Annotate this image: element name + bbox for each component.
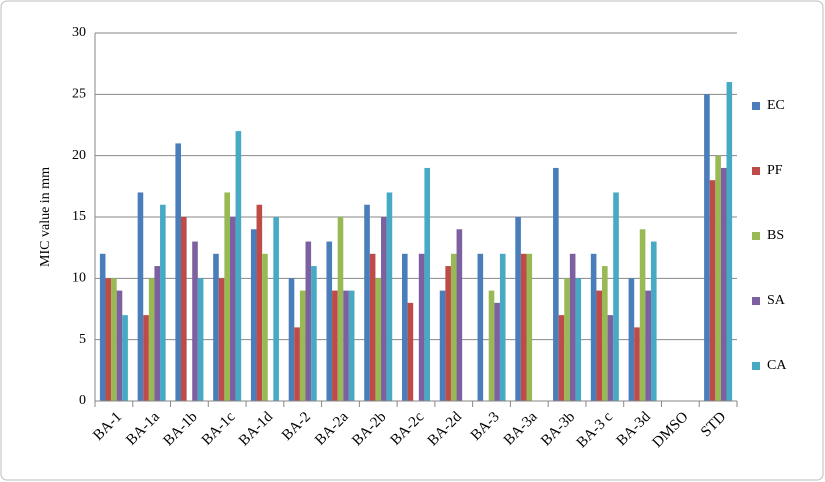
y-tick-label: 30 bbox=[72, 25, 86, 40]
bar bbox=[558, 315, 565, 401]
bar bbox=[192, 241, 198, 401]
y-tick-label: 0 bbox=[79, 393, 86, 408]
bar bbox=[375, 278, 382, 401]
legend-label: EC bbox=[767, 98, 785, 113]
bar bbox=[456, 229, 463, 401]
bar bbox=[499, 253, 506, 401]
bar bbox=[613, 192, 619, 401]
y-tick-label: 15 bbox=[72, 209, 86, 224]
bar bbox=[181, 217, 187, 401]
legend-label: PF bbox=[767, 163, 783, 178]
bar bbox=[720, 167, 727, 401]
legend-swatch bbox=[752, 297, 760, 305]
y-tick-label: 20 bbox=[72, 148, 86, 163]
y-tick-label: 10 bbox=[72, 271, 86, 286]
bar bbox=[709, 180, 716, 401]
bar bbox=[197, 278, 204, 401]
bar bbox=[311, 266, 317, 401]
y-tick-label: 5 bbox=[79, 332, 86, 347]
bar bbox=[650, 241, 657, 401]
bar bbox=[450, 253, 457, 401]
bar bbox=[439, 290, 446, 401]
bar bbox=[424, 167, 430, 401]
legend-label: CA bbox=[767, 358, 787, 373]
y-axis-label: MIC value in mm bbox=[38, 167, 53, 267]
bar bbox=[348, 290, 355, 401]
bar bbox=[111, 278, 117, 401]
bar bbox=[175, 143, 182, 401]
bar bbox=[602, 266, 608, 401]
bar bbox=[553, 167, 559, 401]
bar bbox=[250, 229, 257, 401]
bar bbox=[137, 192, 144, 401]
bar bbox=[488, 290, 495, 401]
bar bbox=[364, 204, 370, 401]
bar bbox=[224, 192, 230, 401]
bar bbox=[332, 290, 338, 401]
bar bbox=[520, 253, 527, 401]
bar bbox=[607, 315, 614, 401]
y-tick-label: 25 bbox=[72, 87, 86, 102]
bar bbox=[477, 253, 484, 401]
bar bbox=[154, 266, 161, 401]
bar bbox=[639, 229, 646, 401]
bar bbox=[569, 253, 576, 401]
bar bbox=[299, 290, 306, 401]
bar bbox=[628, 278, 635, 401]
bar bbox=[288, 278, 295, 401]
bar bbox=[645, 290, 651, 401]
bar bbox=[99, 253, 106, 401]
legend-swatch bbox=[752, 102, 760, 110]
legend-label: BS bbox=[767, 228, 784, 243]
bar bbox=[213, 253, 219, 401]
bar bbox=[596, 290, 603, 401]
bar bbox=[262, 253, 268, 401]
bar bbox=[715, 155, 721, 401]
legend-swatch bbox=[752, 232, 760, 240]
bar bbox=[337, 217, 344, 401]
bar bbox=[218, 278, 225, 401]
bar bbox=[402, 253, 408, 401]
bar bbox=[343, 290, 349, 401]
bar bbox=[726, 82, 733, 402]
bar bbox=[564, 278, 570, 401]
bar bbox=[526, 253, 533, 401]
bar bbox=[590, 253, 597, 401]
bar bbox=[386, 192, 393, 401]
bar bbox=[445, 266, 451, 401]
bar bbox=[235, 131, 242, 401]
bar bbox=[116, 290, 123, 401]
bar bbox=[160, 204, 166, 401]
bar bbox=[515, 217, 521, 401]
legend-swatch bbox=[752, 362, 760, 370]
bar bbox=[229, 217, 236, 401]
bar bbox=[326, 241, 333, 401]
bar bbox=[381, 217, 387, 401]
bar bbox=[305, 241, 312, 401]
bar bbox=[294, 327, 300, 401]
bar bbox=[494, 302, 500, 401]
bar bbox=[105, 278, 112, 401]
bar bbox=[634, 327, 640, 401]
bar bbox=[256, 204, 263, 401]
legend-swatch bbox=[752, 167, 760, 175]
bar bbox=[704, 94, 710, 401]
legend-label: SA bbox=[767, 293, 786, 308]
bar bbox=[143, 315, 149, 401]
bar bbox=[369, 253, 376, 401]
bar bbox=[148, 278, 155, 401]
bar bbox=[575, 278, 582, 401]
bar bbox=[418, 253, 425, 401]
bar bbox=[407, 302, 414, 401]
bar bbox=[273, 217, 279, 401]
bar bbox=[122, 315, 128, 401]
